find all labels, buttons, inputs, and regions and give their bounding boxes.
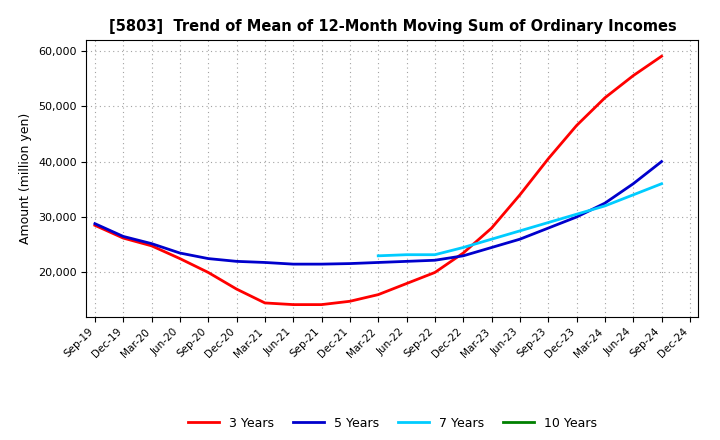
Y-axis label: Amount (million yen): Amount (million yen) [19, 113, 32, 244]
Legend: 3 Years, 5 Years, 7 Years, 10 Years: 3 Years, 5 Years, 7 Years, 10 Years [183, 412, 602, 435]
Title: [5803]  Trend of Mean of 12-Month Moving Sum of Ordinary Incomes: [5803] Trend of Mean of 12-Month Moving … [109, 19, 676, 34]
